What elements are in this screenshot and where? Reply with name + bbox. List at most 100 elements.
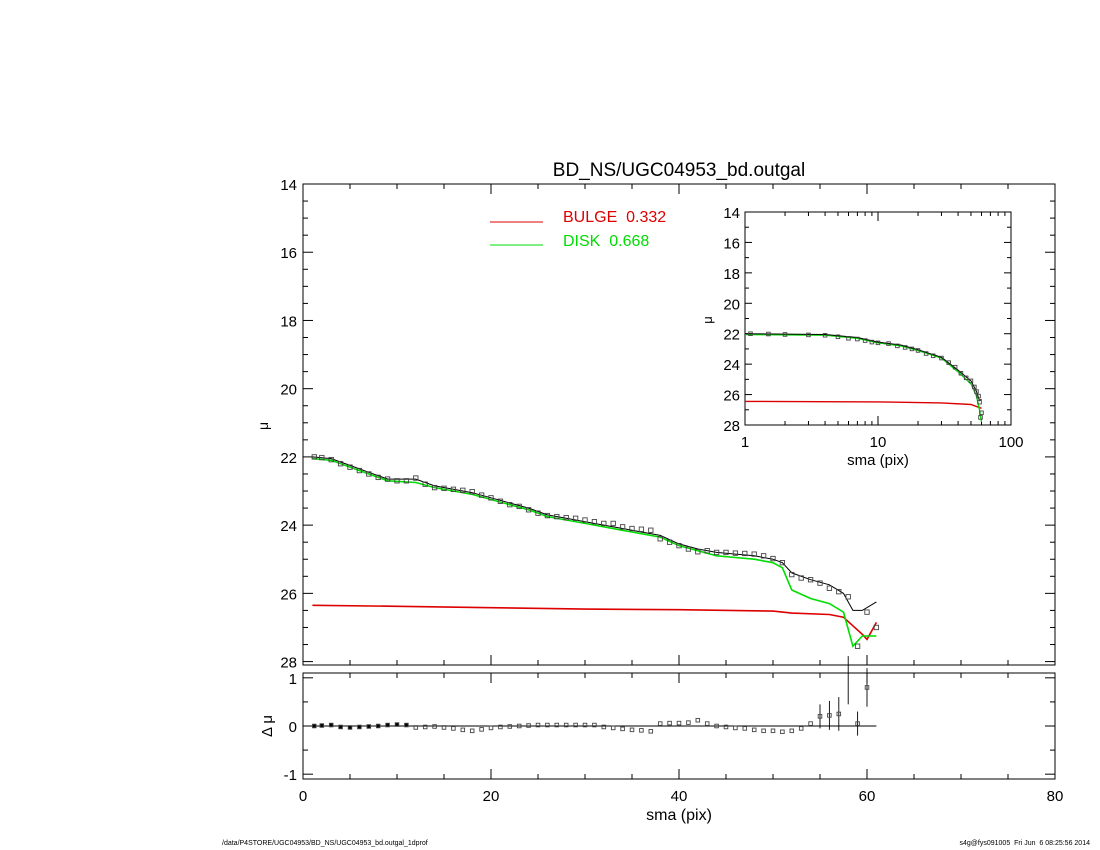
residual-data-point [780,729,785,735]
main-y-tick-label: 28 [280,655,297,672]
main-data-point [610,520,616,527]
legend-disk-label: DISK 0.668 [563,233,649,250]
main-data-point [629,525,635,532]
main-data-point [854,643,861,649]
residual-data-point [451,726,456,731]
residual-y-tick-label: -1 [284,767,297,784]
residual-data-point [742,726,748,731]
residual-data-point [770,728,776,734]
main-data-point [328,456,334,463]
main-data-point [666,539,673,545]
main-data-point [732,550,739,556]
residual-data-point [385,722,390,728]
inset-data-point [946,360,951,365]
inset-x-axis-label: sma (pix) [847,452,909,469]
inset-y-tick-label: 28 [723,418,740,435]
main-data-point [422,481,428,487]
residual-data-point [312,723,317,729]
main-y-tick-label: 14 [280,177,297,194]
residual-data-point [592,722,597,728]
residual-data-point [319,723,325,728]
main-data-point [751,551,757,557]
main-data-point [431,484,438,491]
main-data-point [469,489,475,495]
main-data-point [638,526,645,532]
legend: BULGE 0.332 DISK 0.668 [490,209,666,250]
main-y-axis-label: μ [255,422,271,430]
main-series-group [311,454,880,649]
main-data-point [619,524,626,530]
residual-data-point [366,724,372,729]
main-total-line [312,456,877,611]
residual-data-point [479,727,484,732]
inset-data-point [895,343,900,349]
inset-data-point [875,340,881,346]
residual-data-point [620,726,625,732]
inset-data-point [782,332,788,337]
main-y-tick-label: 20 [280,382,297,399]
main-data-point [779,560,786,566]
main-data-point [450,486,457,492]
inset-x-tick-label: 1 [741,434,749,451]
footer-timestamp: s4g@fys091005 Fri Jun 6 08:25:56 2014 [959,840,1090,847]
inset-data-point [766,331,771,337]
main-data-point [770,555,776,562]
inset-y-tick-label: 22 [723,327,740,344]
inset-data-point [963,375,969,381]
residual-data-point [545,722,550,728]
inset-x-tick-label: 100 [998,434,1023,451]
main-y-tick-label: 16 [280,245,297,262]
inset-data-point [886,341,891,346]
main-data-point [657,536,663,542]
residual-data-point [836,711,842,717]
residual-data-point [347,725,353,730]
residual-y-tick-label: 0 [289,719,297,736]
residual-data-point [676,720,682,726]
main-data-point [704,548,710,554]
main-data-point [798,575,804,581]
residual-data-point [469,728,475,734]
residual-x-tick-label: 20 [483,788,500,805]
residual-data-point [751,727,757,733]
main-data-point [507,502,513,508]
residual-y-tick-label: 1 [289,671,297,688]
main-data-point [311,454,317,460]
residual-data-point [375,723,381,729]
main-data-point [535,510,541,516]
inset-data-point [902,345,908,350]
main-y-ticks: 14 16 18 20 22 24 26 28 [280,177,1055,672]
main-data-point [478,492,485,498]
main-data-point [873,624,880,631]
inset-data-point [939,355,944,361]
residual-data-point [573,722,578,728]
main-x-ticks [302,184,1056,665]
residual-points-group [312,656,877,736]
inset-data-point [968,378,974,384]
main-data-point [356,467,363,474]
residual-x-tick-label: 80 [1047,788,1064,805]
residual-data-point [695,717,701,723]
main-data-point [742,550,748,557]
residual-data-point [460,727,466,733]
main-data-point [601,520,607,527]
main-y-tick-label: 26 [280,586,297,603]
main-data-point [394,478,400,484]
main-data-point [807,577,814,583]
inset-data-point [930,353,936,359]
inset-data-point [862,338,868,343]
residual-data-point [441,725,447,730]
main-data-point [826,585,833,591]
inset-data-point [923,351,929,356]
main-y-tick-label: 24 [280,518,297,535]
inset-series-group [744,331,984,423]
residual-data-point [601,724,607,730]
inset-y-tick-label: 14 [723,205,740,222]
inset-y-tick-label: 16 [723,235,740,252]
main-title: BD_NS/UGC04953_bd.outgal [553,160,805,181]
main-data-point [413,475,419,481]
main-data-point [460,487,466,493]
inset-y-tick-label: 26 [723,388,740,405]
main-data-point [441,485,447,491]
main-data-point [403,478,410,484]
main-data-point [337,461,344,467]
